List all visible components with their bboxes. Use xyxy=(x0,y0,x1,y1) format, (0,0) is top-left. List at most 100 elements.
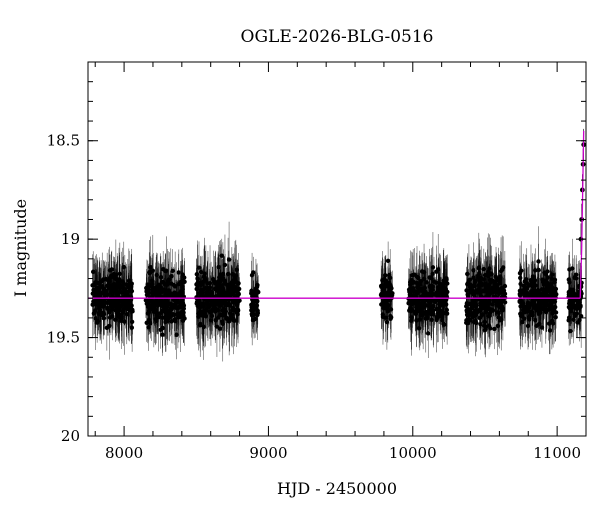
data-point xyxy=(124,282,129,287)
x-tick-label: 8000 xyxy=(105,444,143,462)
plot-frame xyxy=(87,61,587,437)
data-point xyxy=(96,311,101,316)
data-point xyxy=(126,306,131,311)
data-point xyxy=(483,300,488,305)
data-point xyxy=(200,303,206,308)
y-tick-label: 20 xyxy=(61,427,80,445)
data-point xyxy=(414,280,419,286)
data-point xyxy=(493,279,499,284)
data-point xyxy=(123,293,129,298)
data-point xyxy=(539,298,544,304)
data-point xyxy=(388,313,393,319)
data-point xyxy=(414,318,419,323)
data-point xyxy=(217,279,223,285)
data-point xyxy=(179,296,184,302)
data-point xyxy=(225,301,230,307)
data-point xyxy=(121,285,126,291)
data-point xyxy=(524,291,530,297)
data-point xyxy=(94,291,99,297)
data-point xyxy=(383,305,389,311)
data-point xyxy=(249,273,255,278)
data-point xyxy=(128,286,133,291)
data-point xyxy=(426,331,431,336)
data-point xyxy=(492,326,497,332)
data-point xyxy=(434,314,439,320)
data-point xyxy=(174,332,179,337)
data-point xyxy=(444,302,449,307)
data-point xyxy=(229,281,235,287)
data-point xyxy=(226,257,232,262)
data-point xyxy=(108,301,113,306)
data-point xyxy=(541,287,546,293)
data-point xyxy=(194,272,200,277)
data-point xyxy=(148,269,153,274)
data-point xyxy=(380,312,386,317)
data-point xyxy=(206,309,212,314)
data-point xyxy=(198,269,204,275)
data-point xyxy=(539,325,545,330)
data-point xyxy=(105,292,110,297)
data-point xyxy=(170,268,175,273)
data-point xyxy=(254,304,259,309)
data-point xyxy=(146,325,151,330)
data-point xyxy=(93,316,98,321)
data-point xyxy=(538,305,543,311)
data-point xyxy=(112,284,118,289)
data-point xyxy=(415,303,421,308)
data-point xyxy=(163,282,168,287)
data-point xyxy=(496,310,502,316)
data-point xyxy=(464,308,469,313)
data-point xyxy=(166,315,172,321)
data-point xyxy=(444,277,449,282)
data-point xyxy=(422,285,428,291)
data-point xyxy=(255,282,260,288)
data-point xyxy=(547,328,553,333)
data-point xyxy=(430,284,435,289)
data-point xyxy=(93,280,98,285)
data-point xyxy=(161,287,166,292)
data-point xyxy=(437,288,442,294)
model-rise-line xyxy=(579,130,585,299)
data-point xyxy=(488,326,493,331)
data-point xyxy=(432,292,438,297)
y-tick-label: 19 xyxy=(61,230,80,248)
data-point xyxy=(518,275,523,281)
data-point xyxy=(407,306,413,311)
data-point xyxy=(524,281,529,286)
data-point xyxy=(496,291,502,296)
data-point xyxy=(441,283,446,288)
data-point xyxy=(159,298,164,303)
data-point xyxy=(443,286,449,292)
data-point xyxy=(383,281,389,286)
data-point xyxy=(489,277,494,283)
data-point xyxy=(530,298,535,303)
data-point xyxy=(160,325,165,331)
chart-title: OGLE-2026-BLG-0516 xyxy=(241,27,434,47)
data-point xyxy=(517,298,522,304)
data-point xyxy=(478,321,483,327)
data-point xyxy=(471,320,477,325)
data-point xyxy=(100,304,106,309)
data-point xyxy=(145,284,151,290)
data-point xyxy=(119,290,124,295)
data-point xyxy=(120,310,125,315)
data-point xyxy=(432,299,438,304)
data-point xyxy=(523,276,529,282)
data-point xyxy=(477,270,482,276)
data-point xyxy=(90,269,96,275)
data-point xyxy=(477,315,482,321)
data-point xyxy=(167,277,172,282)
data-point xyxy=(226,319,232,324)
data-point xyxy=(569,291,574,297)
data-point xyxy=(441,291,447,296)
data-point xyxy=(388,307,394,312)
data-point xyxy=(154,272,159,278)
data-point xyxy=(548,290,554,295)
data-point xyxy=(255,312,260,318)
data-point xyxy=(575,300,581,305)
data-point xyxy=(105,305,110,311)
data-point xyxy=(253,289,258,295)
data-point xyxy=(573,276,579,281)
data-point xyxy=(115,302,121,308)
